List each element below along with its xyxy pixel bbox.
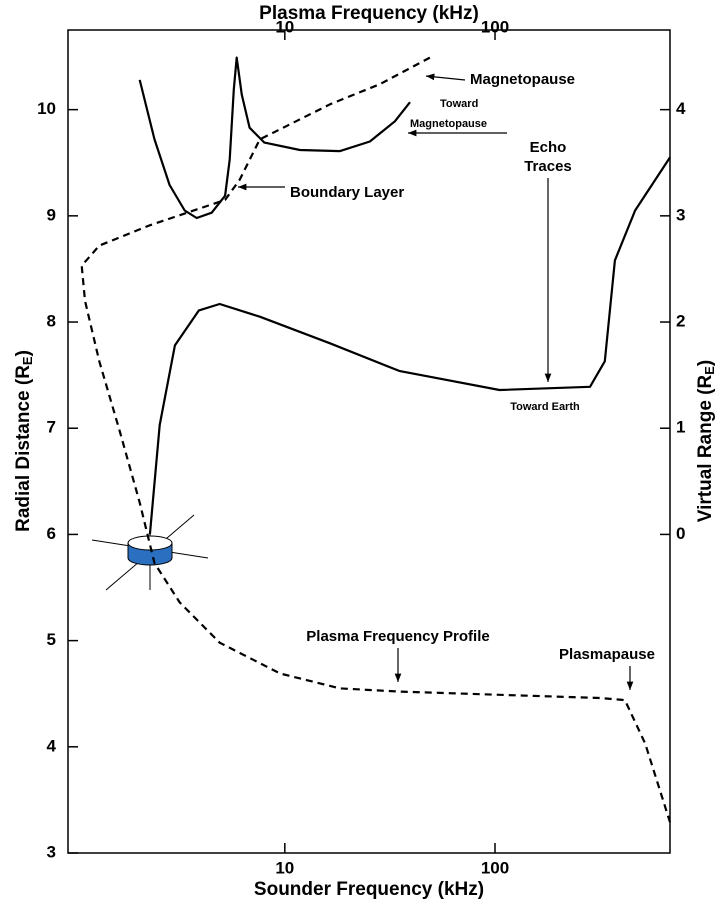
y-tick-label: 3 [47, 842, 56, 861]
annotation: Boundary Layer [290, 184, 404, 201]
annotation-arrow [426, 76, 465, 80]
y-tick-label: 7 [47, 418, 56, 437]
series-line [150, 157, 670, 534]
x-tick-label: 10 [275, 858, 294, 877]
y-tick-label: 9 [47, 205, 56, 224]
y-axis-title: Radial Distance (RE) [13, 350, 35, 532]
series-line [82, 58, 670, 823]
y-axis-title-sub: E [20, 356, 35, 365]
annotation: Traces [524, 158, 572, 175]
y-tick-label: 6 [47, 524, 56, 543]
y-tick-label: 8 [47, 312, 56, 331]
y-axis-title-part: Radial Distance (R [13, 365, 34, 532]
x2-tick-label: 100 [481, 17, 509, 36]
y2-axis-title-part: ) [695, 360, 716, 366]
y2-axis-title: Virtual Range (RE) [695, 360, 717, 522]
x-tick-label: 100 [481, 858, 509, 877]
annotation: Plasma Frequency Profile [306, 628, 489, 645]
y-tick-label: 5 [47, 630, 56, 649]
y2-tick-label: 1 [676, 418, 685, 437]
annotation: Magnetopause [410, 118, 487, 130]
chart: Plasma Frequency (kHz) Sounder Frequency… [0, 0, 720, 905]
y-tick-label: 10 [37, 99, 56, 118]
y2-tick-label: 4 [676, 99, 686, 118]
annotation: Plasmapause [559, 646, 655, 663]
annotation: Toward Earth [510, 401, 580, 413]
y2-axis-title-part: Virtual Range (R [695, 375, 716, 523]
y2-tick-label: 3 [676, 205, 685, 224]
annotation: Toward [440, 98, 478, 110]
annotation: Echo [530, 139, 567, 156]
y2-axis-title-sub: E [702, 366, 717, 375]
y2-tick-label: 2 [676, 312, 685, 331]
x2-tick-label: 10 [275, 17, 294, 36]
y-tick-label: 4 [47, 736, 57, 755]
x-axis-title: Sounder Frequency (kHz) [254, 879, 484, 900]
annotation: Magnetopause [470, 71, 575, 88]
y-axis-title-part: ) [13, 350, 34, 356]
y2-tick-label: 0 [676, 524, 685, 543]
